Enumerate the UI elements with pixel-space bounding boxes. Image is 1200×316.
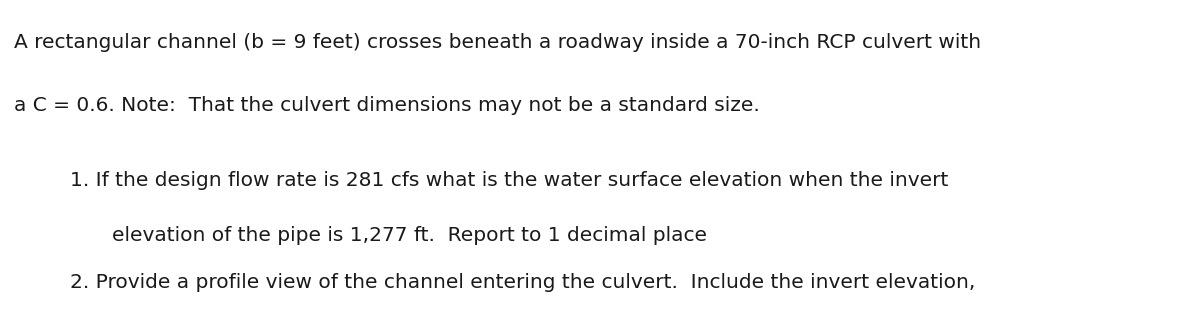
Text: elevation of the pipe is 1,277 ft.  Report to 1 decimal place: elevation of the pipe is 1,277 ft. Repor… bbox=[112, 226, 707, 245]
Text: A rectangular channel (b = 9 feet) crosses beneath a roadway inside a 70-inch RC: A rectangular channel (b = 9 feet) cross… bbox=[14, 33, 982, 52]
Text: a C = 0.6. Note:  That the culvert dimensions may not be a standard size.: a C = 0.6. Note: That the culvert dimens… bbox=[14, 96, 760, 115]
Text: 1. If the design flow rate is 281 cfs what is the water surface elevation when t: 1. If the design flow rate is 281 cfs wh… bbox=[70, 171, 948, 190]
Text: 2. Provide a profile view of the channel entering the culvert.  Include the inve: 2. Provide a profile view of the channel… bbox=[70, 273, 974, 292]
